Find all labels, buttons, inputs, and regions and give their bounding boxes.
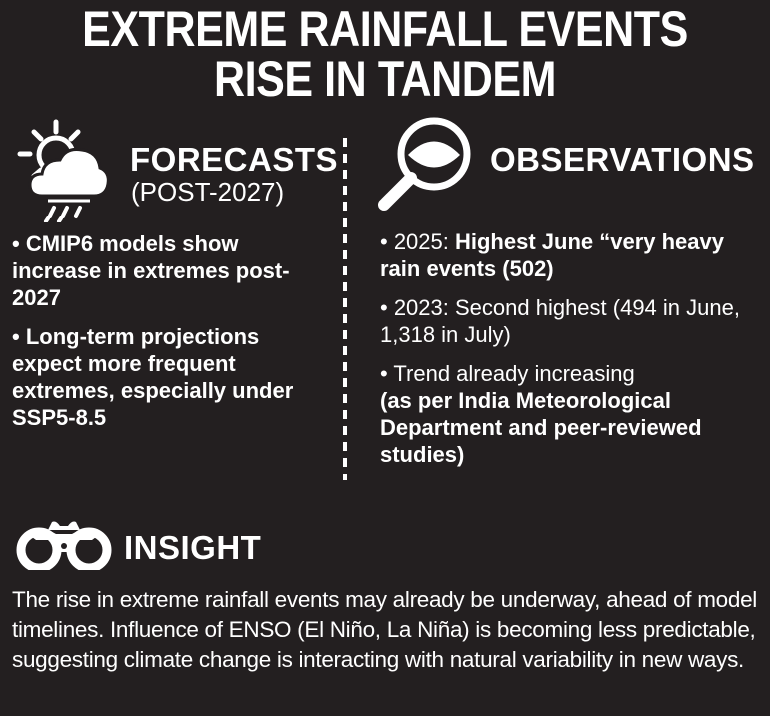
- observations-bullets: • 2025: Highest June “very heavy rain ev…: [380, 228, 765, 480]
- binoculars-icon: [16, 521, 112, 570]
- observation-bullet: • Trend already increasing (as per India…: [380, 361, 702, 467]
- title-line-1: EXTREME RAINFALL EVENTS: [82, 1, 688, 57]
- forecast-bullet: • Long-term projections expect more freq…: [12, 324, 294, 430]
- sun-cloud-rain-icon: [17, 119, 110, 222]
- page-title: EXTREME RAINFALL EVENTS RISE IN TANDEM: [54, 4, 716, 104]
- observations-heading: OBSERVATIONS: [490, 141, 755, 178]
- observation-bullet: • 2025: Highest June “very heavy rain ev…: [380, 229, 724, 281]
- insight-heading: INSIGHT: [124, 529, 262, 566]
- magnifier-eye-icon: [378, 117, 471, 211]
- forecasts-subheading: (POST-2027): [131, 177, 285, 207]
- forecast-bullet: • CMIP6 models show increase in extremes…: [12, 231, 290, 310]
- forecasts-bullets: • CMIP6 models show increase in extremes…: [12, 230, 332, 443]
- observation-bullet: • 2023: Second highest (494 in June, 1,3…: [380, 295, 740, 347]
- column-divider: [343, 138, 347, 480]
- insight-text: The rise in extreme rainfall events may …: [12, 587, 757, 672]
- forecasts-heading: FORECASTS: [130, 141, 339, 178]
- title-line-2: RISE IN TANDEM: [214, 51, 556, 107]
